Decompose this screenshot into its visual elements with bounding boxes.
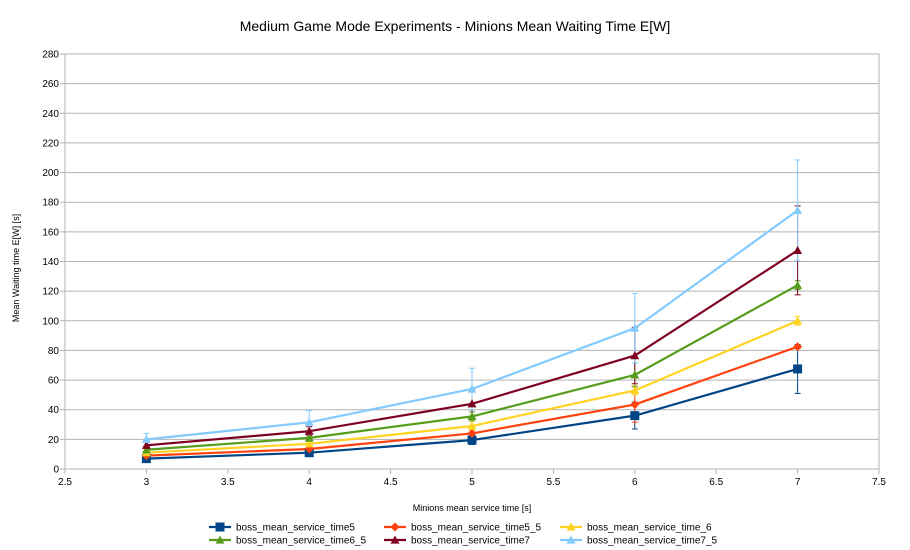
x-tick-label: 5: [469, 477, 475, 488]
y-tick-label: 20: [48, 435, 60, 446]
x-tick-label: 5.5: [546, 477, 560, 488]
data-point: [793, 280, 803, 289]
data-point: [793, 205, 803, 214]
legend-marker: [566, 535, 576, 544]
legend-label: boss_mean_service_time_6: [587, 523, 712, 534]
y-tick-label: 280: [42, 50, 59, 61]
data-point: [304, 439, 314, 448]
data-point: [141, 440, 151, 449]
grid-lines: [65, 83, 879, 440]
y-tick-label: 100: [42, 316, 59, 327]
x-tick-label: 6: [632, 477, 638, 488]
x-axis-title: Minions mean service time [s]: [413, 503, 532, 513]
x-axis-ticks: 2.5 3 3.5 4 4.5 5 5.5 6 6.5 7 7.5: [58, 469, 886, 488]
data-point: [467, 411, 477, 420]
data-point: [467, 384, 477, 393]
data-point: [467, 421, 477, 430]
y-tick-label: 200: [42, 168, 59, 179]
y-axis-title: Mean Waiting time E[W] [s]: [11, 214, 21, 322]
data-point: [467, 428, 477, 438]
y-tick-label: 260: [42, 79, 59, 90]
data-point: [630, 351, 640, 360]
data-point: [793, 316, 803, 325]
y-tick-label: 40: [48, 405, 60, 416]
data-point: [304, 426, 314, 435]
x-tick-label: 3: [144, 477, 150, 488]
y-tick-label: 240: [42, 109, 59, 120]
legend-marker: [215, 535, 225, 544]
data-point: [141, 445, 151, 454]
x-tick-label: 4.5: [384, 477, 398, 488]
legend-label: boss_mean_service_time7: [411, 536, 530, 547]
series-markers: [141, 205, 803, 464]
data-point: [793, 245, 803, 254]
legend: boss_mean_service_time5 boss_mean_service…: [209, 522, 718, 547]
y-tick-label: 180: [42, 198, 59, 209]
y-tick-label: 160: [42, 227, 59, 238]
data-point: [630, 400, 640, 410]
data-point: [793, 364, 803, 374]
legend-label: boss_mean_service_time5_5: [411, 523, 542, 534]
legend-marker: [390, 522, 400, 532]
y-axis-ticks: 0 20 40 60 80 100 120 140 160 180 200 220 240 260 280: [42, 50, 65, 476]
legend-label: boss_mean_service_time5: [236, 523, 355, 534]
x-tick-label: 4: [306, 477, 312, 488]
legend-marker: [390, 535, 400, 544]
y-tick-label: 60: [48, 376, 60, 387]
data-point: [304, 433, 314, 442]
x-tick-label: 2.5: [58, 477, 72, 488]
legend-label: boss_mean_service_time7_5: [587, 536, 718, 547]
chart-title: Medium Game Mode Experiments - Minions M…: [240, 18, 671, 34]
legend-marker: [566, 522, 576, 531]
y-tick-label: 0: [53, 465, 59, 476]
data-point: [630, 385, 640, 395]
data-point: [630, 370, 640, 379]
legend-label: boss_mean_service_time6_5: [236, 536, 367, 547]
x-tick-label: 3.5: [221, 477, 235, 488]
data-point: [630, 323, 640, 332]
data-point: [467, 399, 477, 408]
data-point: [793, 342, 803, 352]
data-point: [467, 435, 477, 445]
x-tick-label: 7.5: [872, 477, 886, 488]
x-tick-label: 7: [795, 477, 801, 488]
legend-marker: [215, 522, 225, 532]
data-point: [630, 411, 640, 421]
x-tick-label: 6.5: [709, 477, 723, 488]
y-tick-label: 140: [42, 257, 59, 268]
y-tick-label: 80: [48, 346, 60, 357]
data-point: [141, 434, 151, 443]
data-point: [304, 417, 314, 426]
y-tick-label: 120: [42, 287, 59, 298]
y-tick-label: 220: [42, 138, 59, 149]
